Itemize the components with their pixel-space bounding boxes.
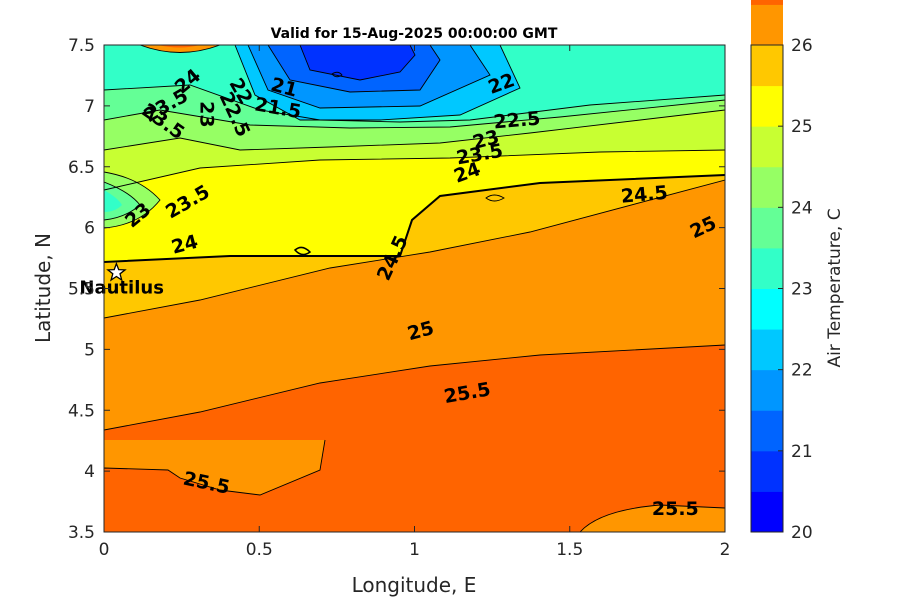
y-tick-label: 4 [84,462,95,482]
band-25-5-se-pocket [580,505,725,532]
contour-label: 22.5 [493,107,542,133]
y-tick-label: 5.5 [68,280,95,300]
colorbar-tick-label: 21 [791,442,813,462]
y-tick-label: 3.5 [68,523,95,543]
contour-lines [104,45,725,532]
x-axis-label: Longitude, E [352,573,477,597]
colorbar-band [751,0,783,5]
band-20-5 [300,45,415,80]
colorbar-band [751,369,783,411]
colorbar-band [751,166,783,208]
colorbar-band [751,329,783,371]
y-tick-label: 7.5 [68,36,95,56]
y-tick-label: 4.5 [68,401,95,421]
x-tick-label: 2 [720,540,731,560]
colorbar-tick-label: 23 [791,280,813,300]
x-tick-label: 0 [99,540,110,560]
colorbar-band [751,45,783,87]
y-tick-label: 5 [84,340,95,360]
band-22-5-w-pocket [104,190,122,212]
colorbar-band [751,207,783,249]
colorbar-tick-label: 24 [791,198,813,218]
colorbar-band [751,247,783,289]
colorbar-tick-label: 20 [791,523,813,543]
x-axis: 0 0.5 1 1.5 2 [99,45,731,560]
y-tick-label: 6.5 [68,158,95,178]
colorbar-band [751,410,783,452]
star-icon [106,261,127,282]
colorbar-tick-label: 26 [791,36,813,56]
y-axis: 3.5 4 4.5 5 5.5 6 6.5 7 7.5 [68,36,725,543]
colorbar-ticks: 20 21 22 23 24 25 26 [778,36,813,543]
contour-label: 24.5 [620,182,669,208]
colorbar-band [751,450,783,492]
colorbar-tick-label: 25 [791,117,813,137]
contour-label: 23 [195,101,217,127]
colorbar-tick-label: 22 [791,361,813,381]
contour-label: 25.5 [652,498,699,520]
colorbar-band [751,491,783,533]
marker-label: Nautilus [79,278,164,299]
station-marker: Nautilus [79,261,164,299]
colorbar-band [751,4,783,46]
y-axis-label: Latitude, N [31,233,55,343]
colorbar-band [751,288,783,330]
colorbar-label: Air Temperature, C [825,208,845,367]
x-tick-label: 0.5 [246,540,273,560]
chart-title: Valid for 15-Aug-2025 00:00:00 GMT [271,26,558,42]
colorbar-band [751,126,783,168]
x-tick-label: 1.5 [556,540,583,560]
band-25-nw-pocket [158,45,200,48]
x-tick-label: 1 [409,540,420,560]
colorbar [751,0,783,533]
band-25-5-notch [104,440,325,532]
y-tick-label: 6 [84,219,95,239]
colorbar-band [751,85,783,127]
y-tick-label: 7 [84,97,95,117]
